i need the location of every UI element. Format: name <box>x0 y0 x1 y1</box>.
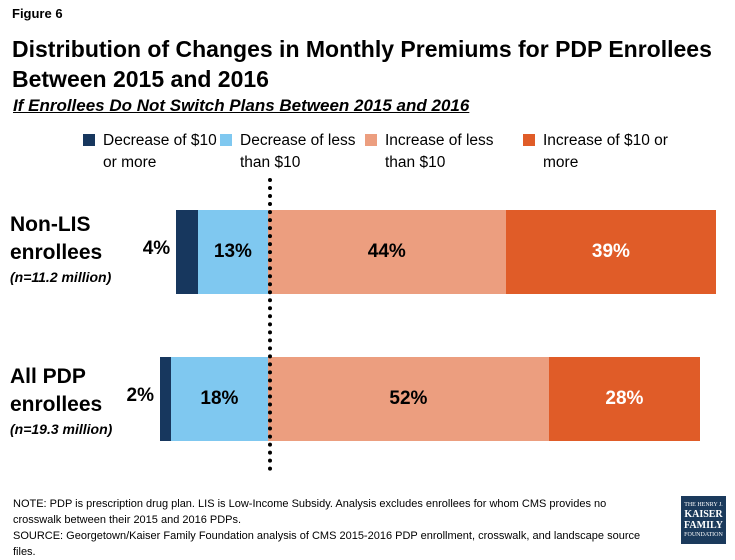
data-label: 18% <box>200 388 239 409</box>
category-label-all-pdp: All PDP enrollees (n=19.3 million) <box>10 363 130 439</box>
chart-title: Distribution of Changes in Monthly Premi… <box>12 36 712 92</box>
legend-label: Decrease of less than $10 <box>240 132 356 171</box>
category-label-non-lis: Non-LIS enrollees (n=11.2 million) <box>10 211 130 287</box>
bar-segment-increase-less-10 <box>268 210 506 294</box>
chart-subtitle: If Enrollees Do Not Switch Plans Between… <box>13 96 470 115</box>
logo-line: KAISER <box>684 509 723 520</box>
logo-line: FOUNDATION <box>684 532 723 538</box>
data-label: 13% <box>213 241 252 262</box>
legend-item-decrease-less-10: Decrease of less than $10 <box>220 130 370 174</box>
bar-segment-decrease-less-10 <box>170 357 268 441</box>
bar-segment-increase-less-10 <box>268 357 549 441</box>
legend-label: Decrease of $10 or more <box>103 132 217 171</box>
category-name: Non-LIS enrollees <box>10 213 103 264</box>
legend-swatch <box>83 134 95 146</box>
source-text: SOURCE: Georgetown/Kaiser Family Foundat… <box>13 530 641 558</box>
legend-item-increase-10-plus: Increase of $10 or more <box>523 130 673 174</box>
bar-segment-decrease-10-plus <box>176 210 198 294</box>
logo-line: THE HENRY J. <box>684 502 723 508</box>
bar-segment-increase-10-plus <box>548 357 700 441</box>
category-n: (n=19.3 million) <box>10 421 113 437</box>
data-label: 52% <box>389 388 428 409</box>
decrease-increase-divider <box>268 178 272 471</box>
footnote: NOTE: PDP is prescription drug plan. LIS… <box>13 496 653 560</box>
bar-segment-increase-10-plus <box>505 210 717 294</box>
note-text: NOTE: PDP is prescription drug plan. LIS… <box>13 498 607 526</box>
data-label: 44% <box>367 241 406 262</box>
figure-label: Figure 6 <box>12 6 63 21</box>
bar-segment-decrease-10-plus <box>160 357 171 441</box>
legend-label: Increase of less than $10 <box>385 132 494 171</box>
legend-label: Increase of $10 or more <box>543 132 668 171</box>
data-label: 2% <box>126 385 154 406</box>
logo-line: FAMILY <box>684 520 723 531</box>
data-label: 28% <box>605 388 644 409</box>
bar-segment-decrease-less-10 <box>197 210 268 294</box>
kff-logo: THE HENRY J. KAISER FAMILY FOUNDATION <box>681 496 726 544</box>
legend-item-decrease-10-plus: Decrease of $10 or more <box>83 130 233 174</box>
legend-swatch <box>365 134 377 146</box>
category-name: All PDP enrollees <box>10 365 103 416</box>
data-label: 4% <box>142 238 171 259</box>
legend-swatch <box>220 134 232 146</box>
legend-item-increase-less-10: Increase of less than $10 <box>365 130 515 174</box>
data-label: 39% <box>591 241 630 262</box>
category-n: (n=11.2 million) <box>10 269 112 285</box>
legend-swatch <box>523 134 535 146</box>
